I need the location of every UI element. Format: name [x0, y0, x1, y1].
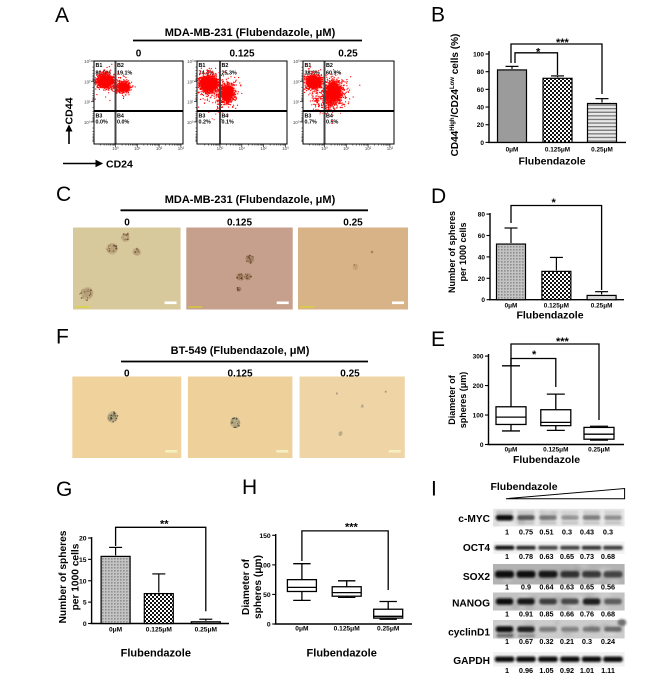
svg-text:10²: 10²: [260, 146, 267, 151]
svg-text:10³: 10³: [187, 59, 194, 64]
svg-text:0.5%: 0.5%: [326, 120, 338, 126]
svg-text:10⁰: 10⁰: [217, 146, 224, 151]
svg-text:10¹: 10¹: [239, 146, 246, 151]
svg-text:0.7%: 0.7%: [305, 120, 317, 126]
svg-text:B2: B2: [117, 63, 124, 69]
svg-text:0.1%: 0.1%: [222, 120, 234, 126]
svg-text:B3: B3: [199, 114, 206, 120]
svg-text:B4: B4: [222, 114, 229, 120]
svg-text:10⁰: 10⁰: [187, 120, 194, 125]
svg-text:10¹: 10¹: [343, 146, 350, 151]
svg-text:B4: B4: [326, 114, 333, 120]
svg-text:B2: B2: [326, 63, 333, 69]
svg-text:10⁰: 10⁰: [321, 146, 328, 151]
svg-text:10³: 10³: [84, 59, 91, 64]
svg-text:B1: B1: [305, 63, 312, 69]
svg-text:60.9%: 60.9%: [326, 71, 341, 77]
svg-text:B4: B4: [117, 114, 124, 120]
svg-text:0.125: 0.125: [229, 49, 254, 60]
svg-text:10²: 10²: [84, 79, 91, 84]
svg-text:10¹: 10¹: [134, 146, 141, 151]
svg-text:74.4%: 74.4%: [199, 71, 214, 77]
svg-text:B1: B1: [199, 63, 206, 69]
svg-text:0.0%: 0.0%: [117, 120, 129, 126]
svg-text:0: 0: [136, 49, 142, 60]
svg-text:B3: B3: [96, 114, 103, 120]
svg-text:10³: 10³: [178, 146, 185, 151]
svg-text:10³: 10³: [387, 146, 394, 151]
svg-text:19.1%: 19.1%: [117, 71, 132, 77]
svg-text:0.25: 0.25: [338, 49, 358, 60]
svg-text:10³: 10³: [282, 146, 289, 151]
svg-text:10⁰: 10⁰: [84, 120, 91, 125]
svg-text:10²: 10²: [293, 79, 300, 84]
svg-text:0.0%: 0.0%: [96, 120, 108, 126]
svg-text:10²: 10²: [187, 79, 194, 84]
svg-text:10⁰: 10⁰: [112, 146, 119, 151]
svg-text:10³: 10³: [293, 59, 300, 64]
svg-text:10²: 10²: [365, 146, 372, 151]
svg-text:10¹: 10¹: [84, 100, 91, 105]
svg-text:38.3%: 38.3%: [305, 71, 320, 77]
svg-text:B1: B1: [96, 63, 103, 69]
svg-text:10¹: 10¹: [187, 100, 194, 105]
svg-text:0.2%: 0.2%: [199, 120, 211, 126]
svg-text:B3: B3: [305, 114, 312, 120]
svg-text:25.3%: 25.3%: [222, 71, 237, 77]
svg-text:B2: B2: [222, 63, 229, 69]
svg-text:10¹: 10¹: [293, 100, 300, 105]
svg-text:10²: 10²: [156, 146, 163, 151]
svg-text:10⁰: 10⁰: [293, 120, 300, 125]
svg-text:MDA-MB-231 (Flubendazole, μM): MDA-MB-231 (Flubendazole, μM): [165, 27, 336, 39]
svg-text:A: A: [55, 4, 69, 27]
